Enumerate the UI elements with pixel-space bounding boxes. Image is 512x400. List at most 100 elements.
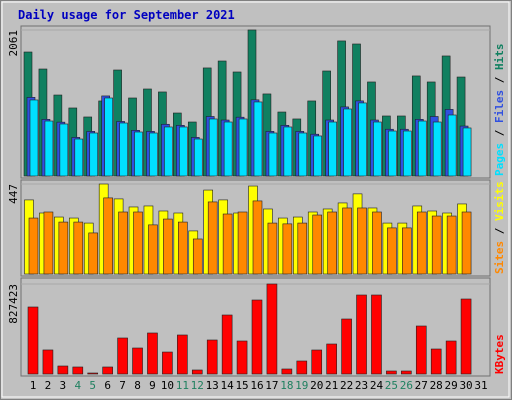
bar <box>179 126 188 177</box>
bar <box>117 337 128 375</box>
bar <box>251 299 263 375</box>
bar <box>386 370 397 375</box>
y-tick-label: 447 <box>7 184 20 204</box>
bar <box>327 211 337 275</box>
chart-title: Daily usage for September 2021 <box>18 8 235 22</box>
bar <box>371 294 382 375</box>
x-tick-label: 5 <box>89 379 96 392</box>
bar <box>447 114 457 177</box>
bar <box>237 211 248 275</box>
bar <box>311 349 323 375</box>
bar <box>267 222 278 275</box>
bar <box>268 132 278 177</box>
bar <box>133 211 143 275</box>
bar <box>356 294 367 375</box>
bar <box>28 217 39 275</box>
x-tick-label: 27 <box>415 379 428 392</box>
legend: Sites / Visits <box>493 181 506 274</box>
bar <box>266 283 278 375</box>
bar <box>89 132 99 177</box>
bar <box>87 372 99 375</box>
bar <box>178 221 188 275</box>
legend-entry: Sites <box>493 241 506 274</box>
bar <box>104 97 113 177</box>
x-tick-label: 7 <box>119 379 126 392</box>
legend-entry: Pages <box>493 143 506 176</box>
bar <box>401 370 412 375</box>
x-tick-label: 14 <box>221 379 235 392</box>
bar <box>177 334 188 375</box>
bar <box>149 132 158 177</box>
bar <box>29 99 39 177</box>
bar <box>357 207 367 275</box>
bar <box>162 351 173 375</box>
bar <box>446 215 457 275</box>
x-tick-label: 24 <box>370 379 384 392</box>
x-tick-label: 2 <box>45 379 52 392</box>
bar <box>402 227 412 275</box>
bar <box>416 211 427 275</box>
x-tick-label: 18 <box>280 379 293 392</box>
bar <box>253 101 263 177</box>
x-tick-label: 10 <box>161 379 174 392</box>
x-tick-label: 15 <box>235 379 248 392</box>
bar <box>148 224 158 275</box>
legend-entry: Files <box>493 90 506 123</box>
bar <box>147 332 158 375</box>
bar <box>88 232 99 275</box>
bar <box>326 343 337 375</box>
x-tick-label: 8 <box>134 379 141 392</box>
x-tick-label: 9 <box>149 379 156 392</box>
bar <box>191 369 203 375</box>
bar <box>403 130 412 177</box>
bar <box>208 118 218 177</box>
x-tick-label: 28 <box>430 379 443 392</box>
bar <box>462 127 472 177</box>
y-tick-label: 2061 <box>7 30 20 57</box>
bar <box>460 298 472 375</box>
bar <box>72 366 84 375</box>
bar <box>431 215 442 275</box>
bar <box>417 120 427 177</box>
bar <box>238 118 248 177</box>
legend-entry: Visits <box>493 181 506 221</box>
bar <box>432 121 442 177</box>
x-tick-label: 23 <box>355 379 368 392</box>
bar <box>358 102 367 177</box>
x-tick-label: 22 <box>340 379 353 392</box>
bar <box>282 223 293 275</box>
legend-entry: Hits <box>493 44 506 71</box>
x-tick-label: 4 <box>74 379 81 392</box>
bar <box>222 213 233 275</box>
bar <box>298 132 308 177</box>
bar <box>388 130 397 177</box>
bar <box>221 314 233 375</box>
bar <box>387 227 397 275</box>
legend-separator: / <box>493 70 506 90</box>
x-tick-label: 19 <box>295 379 308 392</box>
bar <box>27 306 39 375</box>
y-tick-label: 827423 <box>7 284 20 324</box>
bar <box>430 348 442 375</box>
bar <box>297 222 308 275</box>
x-tick-label: 3 <box>60 379 67 392</box>
bar <box>252 200 263 275</box>
bar <box>461 211 472 275</box>
bar <box>281 368 293 375</box>
bar <box>43 211 54 275</box>
bar <box>73 221 84 275</box>
bar <box>445 340 457 375</box>
bar <box>102 366 113 375</box>
bar <box>312 214 323 275</box>
bar <box>192 238 203 275</box>
bar <box>415 325 427 375</box>
bar <box>164 126 173 177</box>
x-tick-label: 6 <box>104 379 111 392</box>
bar <box>372 211 382 275</box>
bar <box>296 360 308 375</box>
legend-entry: KBytes <box>493 334 506 374</box>
bar <box>132 347 143 375</box>
